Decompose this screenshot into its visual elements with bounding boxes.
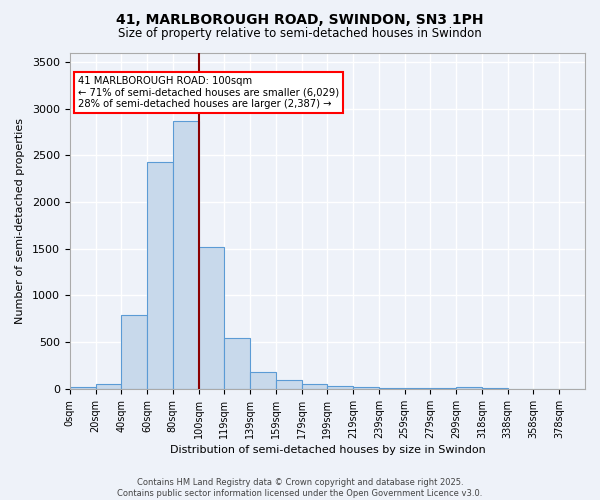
Bar (456, 387, 482, 389)
Text: 41, MARLBOROUGH ROAD, SWINDON, SN3 1PH: 41, MARLBOROUGH ROAD, SWINDON, SN3 1PH (116, 12, 484, 26)
Text: 41 MARLBOROUGH ROAD: 100sqm
← 71% of semi-detached houses are smaller (6,029)
28: 41 MARLBOROUGH ROAD: 100sqm ← 71% of sem… (77, 76, 338, 109)
Bar (328, 386, 353, 389)
Y-axis label: Number of semi-detached properties: Number of semi-detached properties (15, 118, 25, 324)
Bar (250, 372, 276, 389)
Bar (276, 380, 302, 389)
X-axis label: Distribution of semi-detached houses by size in Swindon: Distribution of semi-detached houses by … (170, 445, 485, 455)
Bar (147, 162, 173, 389)
Bar (121, 315, 147, 389)
Bar (95, 384, 121, 389)
Bar (199, 247, 224, 389)
Text: Size of property relative to semi-detached houses in Swindon: Size of property relative to semi-detach… (118, 28, 482, 40)
Bar (353, 387, 379, 389)
Bar (302, 384, 328, 389)
Bar (379, 388, 404, 389)
Bar (70, 387, 95, 389)
Bar (173, 120, 199, 389)
Text: Contains HM Land Registry data © Crown copyright and database right 2025.
Contai: Contains HM Land Registry data © Crown c… (118, 478, 482, 498)
Bar (224, 338, 250, 389)
